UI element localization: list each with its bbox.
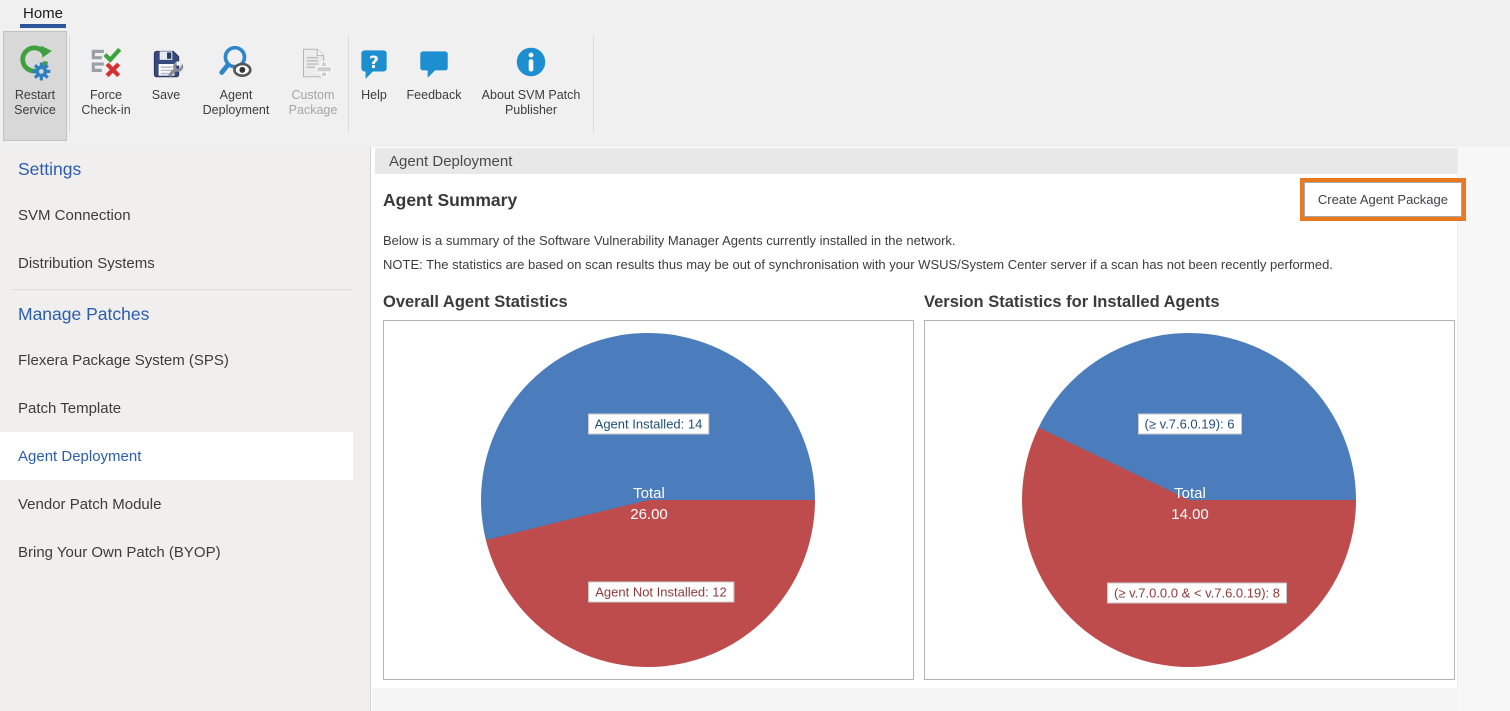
- sidebar-item-bring-your-own-patch[interactable]: Bring Your Own Patch (BYOP): [18, 543, 221, 561]
- bottom-strip: [372, 688, 1458, 711]
- create-agent-package-button[interactable]: Create Agent Package: [1303, 182, 1462, 217]
- svg-text:?: ?: [369, 52, 379, 72]
- help-button[interactable]: ? Help: [351, 31, 397, 141]
- feedback-label: Feedback: [406, 88, 462, 102]
- feedback-button[interactable]: Feedback: [397, 31, 471, 141]
- pie-center-total-version: Total 14.00: [1171, 483, 1209, 525]
- pie-label-agent-not-installed: Agent Not Installed: 12: [588, 581, 734, 603]
- pie-overall: [481, 333, 815, 667]
- toolbar-separator: [593, 35, 594, 133]
- pie-version: [1022, 333, 1356, 667]
- feedback-icon: [415, 38, 453, 88]
- save-button[interactable]: Save: [140, 31, 192, 141]
- help-icon: ?: [355, 38, 393, 88]
- main-content: Agent Summary Below is a summary of the …: [371, 190, 1510, 680]
- agent-deployment-button[interactable]: Agent Deployment: [192, 31, 280, 141]
- chart-title-version: Version Statistics for Installed Agents: [924, 293, 1220, 311]
- chart-box-version: (≥ v.7.6.0.19): 6 Total 14.00 (≥ v.7.0.0…: [924, 320, 1455, 680]
- sidebar-item-distribution-systems[interactable]: Distribution Systems: [18, 254, 155, 272]
- sidebar-header-settings: Settings: [18, 158, 82, 179]
- panel-titlebar: Agent Deployment: [375, 148, 1458, 174]
- ribbon-toolbar: Restart Service Force Check-in: [0, 31, 1510, 141]
- force-checkin-label: Force Check-in: [81, 88, 131, 117]
- overall-agent-statistics-chart: Overall Agent Statistics Agent Installed…: [383, 293, 914, 680]
- page-title: Agent Summary: [383, 190, 518, 210]
- pie-label-version-new: (≥ v.7.6.0.19): 6: [1137, 413, 1242, 435]
- restart-service-button[interactable]: Restart Service: [3, 31, 67, 141]
- ribbon-tab-row: Home: [0, 0, 1510, 31]
- total-label: Total: [1174, 485, 1206, 502]
- custom-package-label: Custom Package: [288, 88, 338, 117]
- force-checkin-button[interactable]: Force Check-in: [72, 31, 140, 141]
- version-statistics-chart: Version Statistics for Installed Agents …: [924, 293, 1455, 680]
- force-checkin-icon: [87, 38, 125, 88]
- sidebar-divider: [12, 289, 352, 290]
- sidebar-item-svm-connection[interactable]: SVM Connection: [18, 206, 131, 224]
- tab-home[interactable]: Home: [20, 0, 67, 28]
- summary-description: Below is a summary of the Software Vulne…: [383, 229, 1510, 277]
- toolbar-separator: [69, 35, 70, 133]
- sidebar-header-manage-patches: Manage Patches: [18, 303, 150, 324]
- ribbon: Home Restart Service: [0, 0, 1510, 147]
- agent-deployment-icon: [217, 38, 255, 88]
- info-icon: [512, 38, 550, 88]
- total-value: 14.00: [1171, 506, 1209, 523]
- panel-title: Agent Deployment: [389, 152, 513, 170]
- about-label: About SVM Patch Publisher: [481, 88, 581, 117]
- chart-box-overall: Agent Installed: 14 Total 26.00 Agent No…: [383, 320, 914, 680]
- agent-deployment-label: Agent Deployment: [202, 88, 270, 117]
- sidebar: Settings SVM Connection Distribution Sys…: [0, 147, 371, 711]
- description-line-2: NOTE: The statistics are based on scan r…: [383, 257, 1333, 272]
- save-icon: [147, 38, 185, 88]
- total-value: 26.00: [630, 506, 668, 523]
- sidebar-item-agent-deployment[interactable]: Agent Deployment: [0, 432, 353, 480]
- toolbar-separator: [348, 35, 349, 133]
- create-agent-package-highlight: Create Agent Package: [1299, 178, 1466, 221]
- save-label: Save: [151, 88, 181, 102]
- right-rail: [1457, 147, 1510, 711]
- total-label: Total: [633, 485, 665, 502]
- pie-center-total-overall: Total 26.00: [630, 483, 668, 525]
- restart-service-label: Restart Service: [14, 88, 56, 117]
- pie-label-version-old: (≥ v.7.0.0.0 & < v.7.6.0.19): 8: [1107, 582, 1287, 604]
- sidebar-item-patch-template[interactable]: Patch Template: [18, 399, 122, 417]
- sidebar-item-vendor-patch-module[interactable]: Vendor Patch Module: [18, 495, 162, 513]
- chart-title-overall: Overall Agent Statistics: [383, 293, 568, 311]
- help-label: Help: [361, 88, 387, 102]
- custom-package-icon: [294, 38, 332, 88]
- main-panel: Agent Deployment Create Agent Package Ag…: [371, 147, 1510, 711]
- restart-service-icon: [16, 38, 54, 88]
- sidebar-item-flexera-package-system[interactable]: Flexera Package System (SPS): [18, 351, 229, 369]
- charts-row: Overall Agent Statistics Agent Installed…: [383, 293, 1510, 680]
- description-line-1: Below is a summary of the Software Vulne…: [383, 233, 956, 248]
- about-svm-patch-publisher-button[interactable]: About SVM Patch Publisher: [471, 31, 591, 141]
- pie-label-agent-installed: Agent Installed: 14: [587, 413, 710, 435]
- custom-package-button[interactable]: Custom Package: [280, 31, 346, 141]
